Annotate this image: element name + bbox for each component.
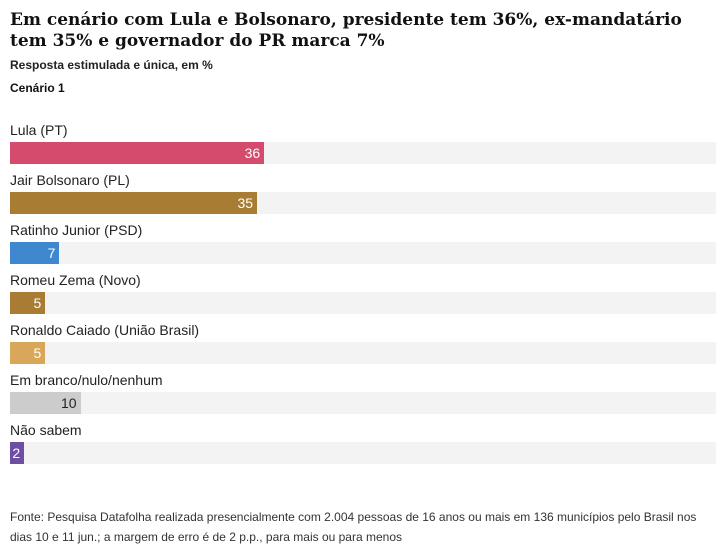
bar-row: Romeu Zema (Novo) 5 xyxy=(10,268,716,318)
bar-track: 5 xyxy=(10,342,716,364)
bar-track: 7 xyxy=(10,242,716,264)
bar-row: Ronaldo Caiado (União Brasil) 5 xyxy=(10,318,716,368)
category-label: Ratinho Junior (PSD) xyxy=(10,222,143,238)
bar-value-label: 35 xyxy=(237,195,254,211)
bar-value-label: 5 xyxy=(33,295,42,311)
bar-track: 36 xyxy=(10,142,716,164)
chart-subtitle: Resposta estimulada e única, em % xyxy=(10,58,213,72)
bar: 35 xyxy=(10,192,258,214)
category-label: Não sabem xyxy=(10,422,82,438)
bar-track: 5 xyxy=(10,292,716,314)
scenario-label: Cenário 1 xyxy=(10,81,65,95)
bar: 10 xyxy=(10,392,81,414)
bar-track: 2 xyxy=(10,442,716,464)
category-label: Ronaldo Caiado (União Brasil) xyxy=(10,322,200,338)
bar-row: Em branco/nulo/nenhum 10 xyxy=(10,368,716,418)
bar: 2 xyxy=(10,442,25,464)
bar-row: Não sabem 2 xyxy=(10,418,716,468)
source-note: Fonte: Pesquisa Datafolha realizada pres… xyxy=(10,510,697,544)
category-label: Lula (PT) xyxy=(10,122,68,138)
category-label: Jair Bolsonaro (PL) xyxy=(10,172,130,188)
chart-title: Em cenário com Lula e Bolsonaro, preside… xyxy=(10,10,682,51)
bar: 36 xyxy=(10,142,265,164)
bar-row: Lula (PT) 36 xyxy=(10,118,716,168)
bar-chart: Lula (PT) 36 Jair Bolsonaro (PL) 35 Ratinho … xyxy=(10,118,716,468)
bar: 7 xyxy=(10,242,60,264)
bar-track: 35 xyxy=(10,192,716,214)
bar-value-label: 7 xyxy=(47,245,56,261)
category-label: Romeu Zema (Novo) xyxy=(10,272,141,288)
bar-value-label: 10 xyxy=(61,395,77,411)
bar-track: 10 xyxy=(10,392,716,414)
bar-row: Ratinho Junior (PSD) 7 xyxy=(10,218,716,268)
bar-value-label: 2 xyxy=(12,445,21,461)
bar-row: Jair Bolsonaro (PL) 35 xyxy=(10,168,716,218)
bar: 5 xyxy=(10,342,46,364)
category-label: Em branco/nulo/nenhum xyxy=(10,372,163,388)
bar: 5 xyxy=(10,292,46,314)
bar-value-label: 36 xyxy=(244,145,261,161)
bar-value-label: 5 xyxy=(33,345,42,361)
